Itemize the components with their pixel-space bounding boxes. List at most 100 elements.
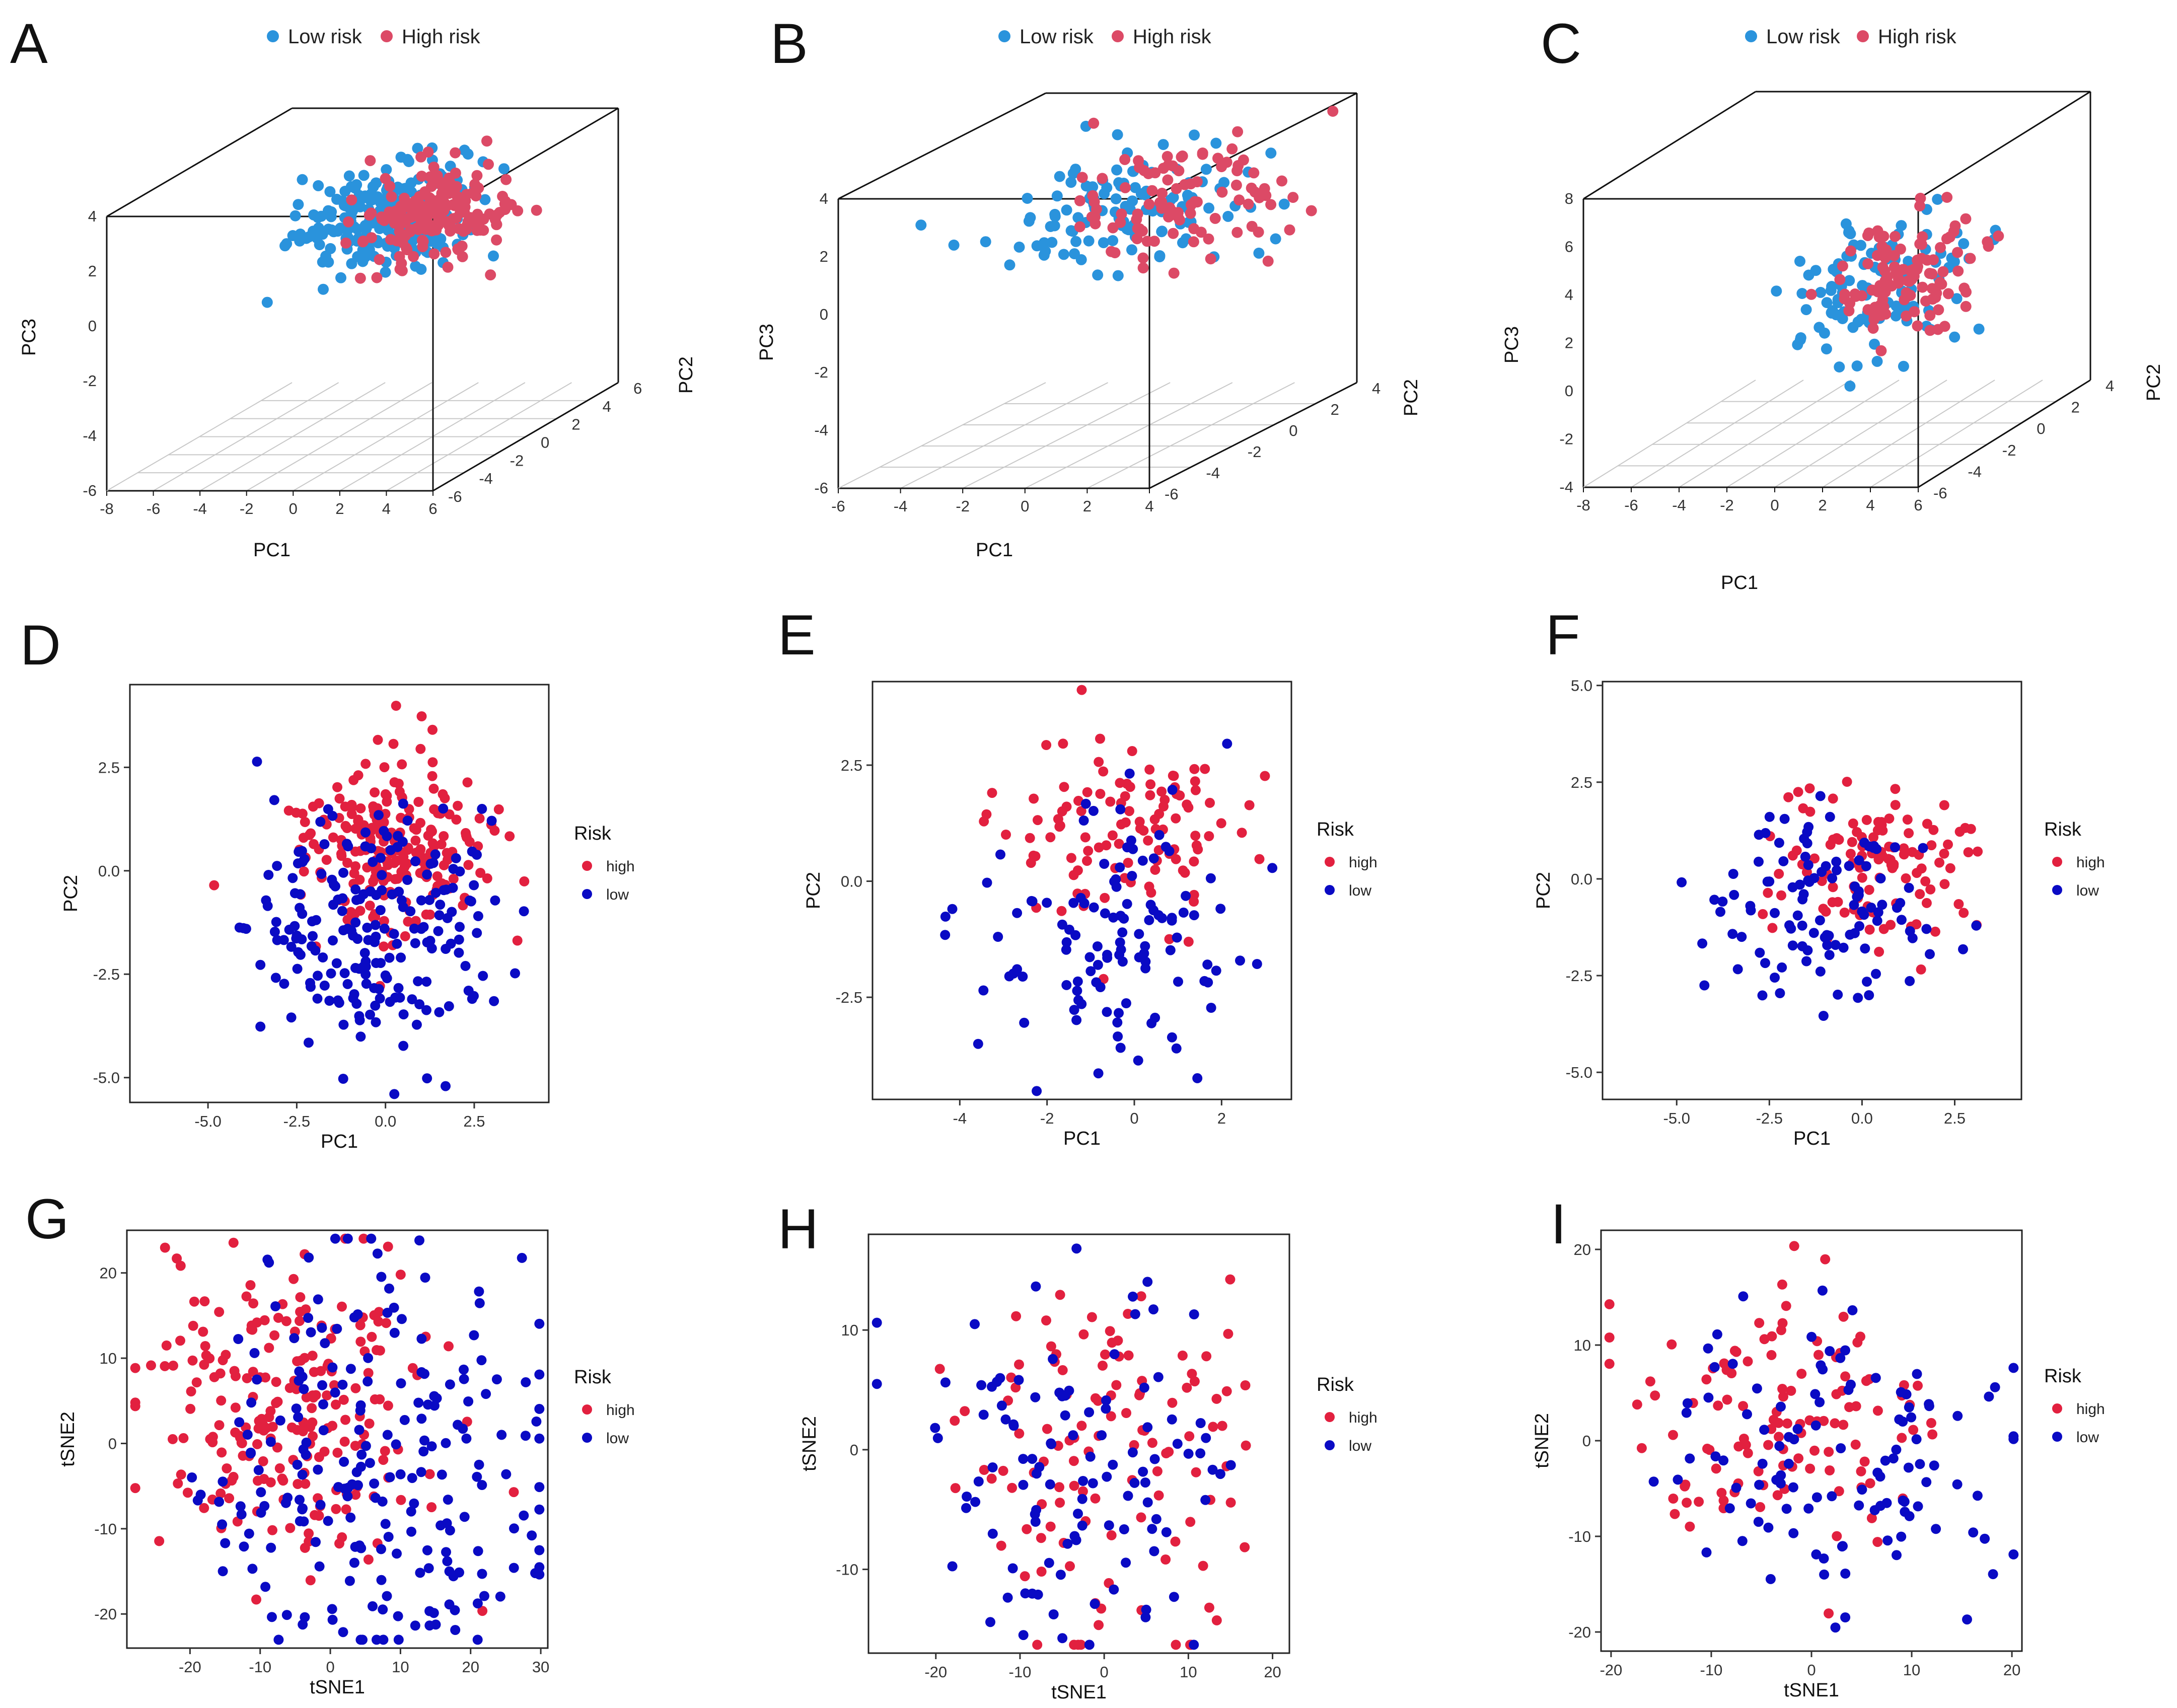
point-low bbox=[1189, 1640, 1199, 1650]
point-low bbox=[345, 181, 357, 192]
point-low bbox=[1718, 1455, 1729, 1466]
point-high bbox=[321, 855, 332, 865]
point-low bbox=[421, 977, 432, 987]
point-high bbox=[358, 1233, 369, 1244]
point-low bbox=[450, 1625, 461, 1635]
point-low bbox=[338, 867, 348, 878]
point-high bbox=[1211, 1393, 1222, 1404]
point-low bbox=[443, 1495, 453, 1505]
point-low bbox=[1852, 892, 1862, 902]
point-high bbox=[353, 816, 364, 827]
y-tick-label: 2.5 bbox=[98, 759, 120, 776]
point-high bbox=[384, 181, 396, 192]
point-low bbox=[1061, 980, 1072, 990]
point-high bbox=[420, 202, 431, 214]
point-low bbox=[407, 1473, 417, 1483]
point-high bbox=[295, 1307, 306, 1317]
point-high bbox=[1046, 1341, 1056, 1352]
point-high bbox=[415, 744, 426, 754]
point-high bbox=[382, 796, 392, 807]
point-high bbox=[1777, 1279, 1787, 1290]
point-low bbox=[426, 1441, 437, 1452]
point-high bbox=[1876, 817, 1886, 827]
point-low bbox=[246, 1397, 257, 1408]
point-low bbox=[252, 1374, 262, 1385]
point-low bbox=[1819, 1553, 1829, 1564]
point-high bbox=[1001, 830, 1011, 840]
point-high bbox=[199, 1503, 209, 1513]
point-high bbox=[1645, 1376, 1655, 1387]
point-high bbox=[1168, 770, 1178, 781]
point-high bbox=[1211, 1615, 1222, 1625]
x-tick-label: 2.5 bbox=[463, 1112, 485, 1130]
point-low bbox=[1112, 270, 1124, 281]
point-low bbox=[1203, 202, 1214, 214]
point-high bbox=[185, 1403, 196, 1414]
point-high bbox=[1137, 252, 1149, 264]
point-low bbox=[375, 993, 385, 1004]
point-low bbox=[1115, 1043, 1126, 1053]
point-high bbox=[339, 1436, 350, 1447]
point-high bbox=[1189, 856, 1199, 867]
floor-grid-line bbox=[900, 382, 1109, 489]
point-high bbox=[1097, 173, 1108, 184]
point-low bbox=[1205, 873, 1216, 883]
x-tick-label: -2.5 bbox=[283, 1112, 310, 1130]
x-tick-label: -6 bbox=[1624, 496, 1638, 514]
point-low bbox=[995, 849, 1005, 860]
point-high bbox=[1120, 182, 1131, 193]
point-low bbox=[1080, 180, 1092, 192]
point-low bbox=[1682, 1398, 1693, 1408]
point-low bbox=[1777, 962, 1787, 973]
point-high bbox=[251, 1594, 261, 1605]
point-low bbox=[435, 900, 446, 910]
point-low bbox=[330, 881, 340, 892]
point-high bbox=[1939, 321, 1950, 332]
point-low bbox=[1013, 1375, 1024, 1385]
point-low bbox=[1891, 301, 1902, 312]
point-high bbox=[1890, 784, 1901, 794]
point-low bbox=[1815, 286, 1827, 298]
y-tick-label: 0.0 bbox=[841, 873, 862, 890]
point-low bbox=[1796, 288, 1808, 299]
floor-grid-line bbox=[1025, 382, 1233, 489]
y-axis-label: PC2 bbox=[1533, 872, 1554, 909]
y-axis-label: PC2 bbox=[2143, 364, 2164, 401]
point-high bbox=[307, 1351, 318, 1361]
point-high bbox=[458, 226, 469, 237]
box-edge bbox=[1583, 91, 1756, 200]
point-low bbox=[1918, 843, 1928, 853]
point-high bbox=[1076, 806, 1086, 816]
x-tick-label: -5.0 bbox=[1663, 1109, 1690, 1127]
point-low bbox=[278, 935, 289, 945]
point-low bbox=[1104, 1520, 1114, 1531]
point-high bbox=[1885, 920, 1896, 930]
point-low bbox=[430, 1619, 441, 1630]
point-low bbox=[380, 970, 391, 981]
point-low bbox=[1123, 224, 1134, 236]
point-high bbox=[1682, 1498, 1692, 1508]
point-low bbox=[414, 1235, 424, 1246]
point-low bbox=[360, 969, 371, 980]
z-tick-label: -4 bbox=[83, 427, 97, 444]
point-low bbox=[356, 1449, 367, 1460]
y-tick-label: 2.5 bbox=[1571, 774, 1592, 791]
point-high bbox=[1167, 1397, 1178, 1408]
point-high bbox=[383, 1241, 393, 1252]
point-low bbox=[377, 870, 387, 880]
point-high bbox=[188, 1320, 198, 1331]
legend-low-marker bbox=[582, 889, 592, 899]
point-high bbox=[1960, 823, 1971, 833]
point-high bbox=[1884, 813, 1895, 824]
point-low bbox=[1797, 920, 1807, 931]
point-low bbox=[308, 931, 318, 941]
point-low bbox=[1905, 976, 1915, 986]
point-high bbox=[397, 854, 408, 864]
point-high bbox=[1872, 1537, 1883, 1547]
panel-label-a: A bbox=[10, 12, 48, 75]
x-tick-label: 6 bbox=[1914, 496, 1922, 514]
point-low bbox=[320, 1338, 330, 1349]
point-high bbox=[1120, 791, 1130, 801]
z-tick-label: -6 bbox=[83, 482, 97, 499]
point-low bbox=[1033, 1589, 1043, 1600]
